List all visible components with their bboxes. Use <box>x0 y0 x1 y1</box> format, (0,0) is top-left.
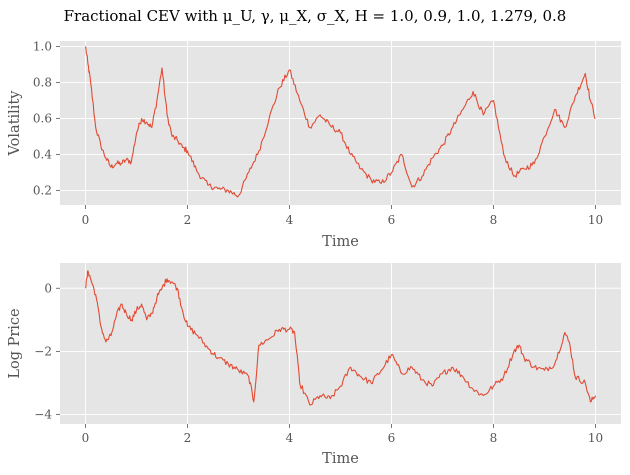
x-tick-label: 4 <box>286 213 294 227</box>
x-tick-label: 4 <box>286 431 294 445</box>
plot-area <box>60 41 621 205</box>
y-tick-label: −2 <box>34 344 52 358</box>
y-tick-label: 0 <box>44 281 52 295</box>
x-tick-label: 2 <box>184 213 192 227</box>
x-tick-label: 6 <box>388 213 396 227</box>
x-tick-label: 8 <box>490 213 498 227</box>
y-tick-label: 1.0 <box>33 39 52 53</box>
y-tick-label: 0.2 <box>33 184 52 198</box>
x-tick-label: 10 <box>588 213 603 227</box>
x-tick-label: 8 <box>490 431 498 445</box>
x-tick-label: 0 <box>82 431 90 445</box>
series-line <box>84 46 596 198</box>
figure-title: Fractional CEV with μ_U, γ, μ_X, σ_X, H … <box>64 7 567 25</box>
y-tick-label: −4 <box>34 408 52 422</box>
x-axis-label: Time <box>322 234 359 250</box>
x-tick-label: 10 <box>588 431 603 445</box>
y-axis-label: Log Price <box>7 308 23 378</box>
x-tick-label: 0 <box>82 213 90 227</box>
plot-area <box>60 263 621 424</box>
y-axis-label: Volatility <box>7 90 23 157</box>
y-tick-label: 0.6 <box>33 111 52 125</box>
x-tick-label: 6 <box>388 431 396 445</box>
y-tick-label: 0.4 <box>33 148 52 162</box>
series-line <box>84 270 597 406</box>
log-price-subplot: 0 2 4 6 8 10 0 −2 −4 Time Log Price <box>7 263 621 467</box>
y-tick-label: 0.8 <box>33 75 52 89</box>
x-tick-label: 2 <box>184 431 192 445</box>
x-axis-label: Time <box>322 451 359 467</box>
volatility-subplot: 0 2 4 6 8 10 0.2 0.4 0.6 0.8 1.0 Time Volatility <box>7 39 621 250</box>
